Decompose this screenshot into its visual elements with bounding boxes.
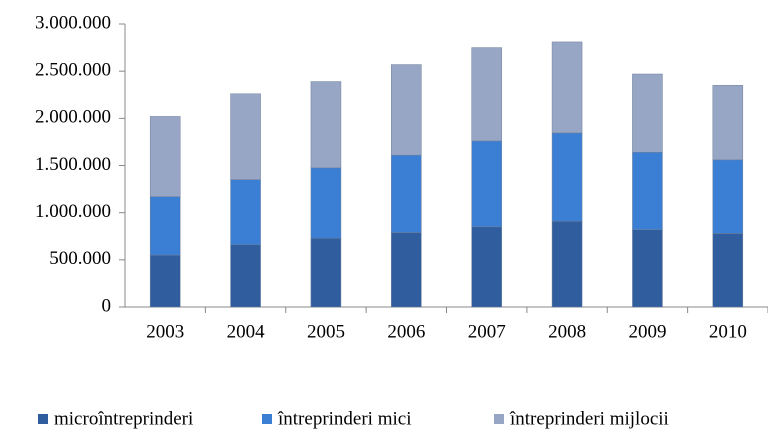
bar-segment <box>471 140 502 228</box>
y-tick-label: 1.500.000 <box>35 154 111 175</box>
bar-segment <box>551 220 583 308</box>
y-tick-label: 2.500.000 <box>35 60 111 81</box>
x-tick-label: 2006 <box>387 321 425 342</box>
legend-marker <box>262 414 272 424</box>
bar-segment <box>712 159 744 234</box>
bar-segment <box>712 233 744 308</box>
legend-label: microîntreprinderi <box>54 408 193 429</box>
bar-segment <box>149 254 181 308</box>
bar-segment <box>230 244 261 308</box>
legend-marker <box>494 414 504 424</box>
bar-segment <box>471 226 502 308</box>
y-tick-label: 0 <box>102 295 112 316</box>
bar-segment <box>149 116 181 197</box>
bar-segment <box>632 152 663 230</box>
legend-label: întreprinderi mici <box>277 408 411 429</box>
legend-marker <box>38 414 48 424</box>
bar-segment <box>391 64 422 156</box>
x-tick-label: 2007 <box>468 321 506 342</box>
bar-segment <box>551 132 583 222</box>
x-tick-label: 2010 <box>709 321 747 342</box>
bar-segment <box>230 93 261 180</box>
bar-segment <box>551 41 583 134</box>
bar-segment <box>632 229 663 308</box>
x-tick-label: 2003 <box>146 321 184 342</box>
x-tick-label: 2005 <box>307 321 345 342</box>
bar-segment <box>149 196 181 256</box>
bar-segment <box>712 85 744 161</box>
bar-segment <box>391 154 422 233</box>
x-tick-label: 2008 <box>548 321 586 342</box>
bar-segment <box>471 47 502 142</box>
y-tick-label: 1.000.000 <box>35 201 111 222</box>
y-tick-label: 500.000 <box>49 248 111 269</box>
y-tick-label: 3.000.000 <box>35 12 111 33</box>
bar-segment <box>310 81 342 169</box>
bar-segment <box>391 232 422 308</box>
bar-segment <box>632 73 663 153</box>
bar-segment <box>310 167 342 239</box>
x-tick-label: 2009 <box>628 321 666 342</box>
bar-segment <box>310 237 342 308</box>
bar-segment <box>230 179 261 245</box>
x-tick-label: 2004 <box>227 321 266 342</box>
legend-label: întreprinderi mijlocii <box>509 408 669 429</box>
y-tick-label: 2.000.000 <box>35 107 111 128</box>
